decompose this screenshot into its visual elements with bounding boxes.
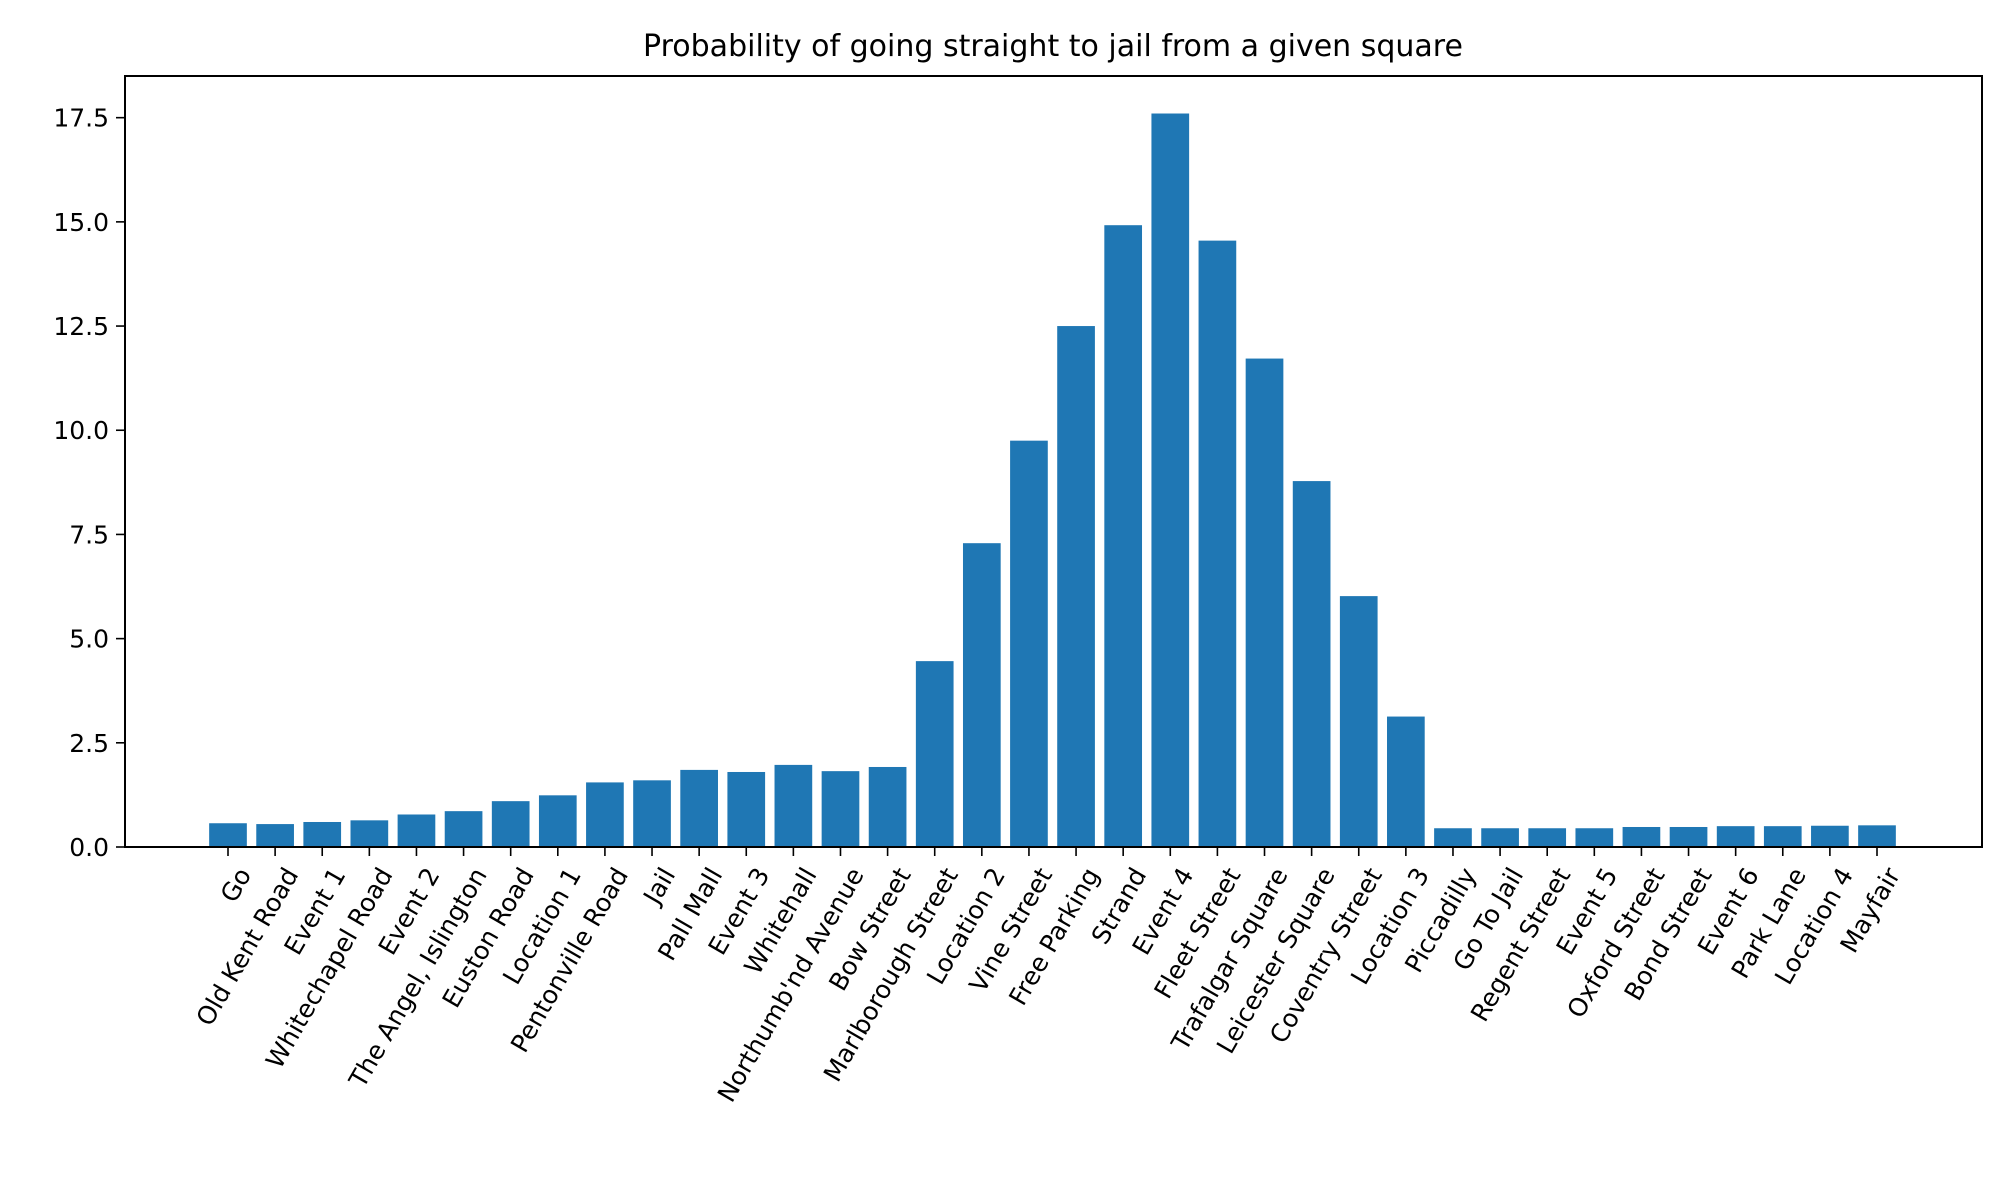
bar xyxy=(1434,828,1472,847)
bar xyxy=(727,771,766,847)
bar xyxy=(444,811,483,847)
y-tick-label: 2.5 xyxy=(69,729,109,758)
y-tick-label: 12.5 xyxy=(53,312,109,341)
bar xyxy=(1716,826,1755,847)
bar xyxy=(1763,826,1802,847)
bar xyxy=(821,771,860,847)
bar xyxy=(1010,440,1048,847)
y-tick-label: 17.5 xyxy=(53,104,109,133)
bar xyxy=(1858,825,1896,847)
bar xyxy=(303,821,342,847)
bar xyxy=(538,795,577,847)
bars-group xyxy=(209,113,1896,848)
y-tick-label: 15.0 xyxy=(53,208,109,237)
plot-frame xyxy=(124,75,1983,848)
bar xyxy=(586,782,624,847)
bar xyxy=(915,661,954,847)
bar xyxy=(209,823,247,847)
bar xyxy=(1339,596,1378,847)
bar xyxy=(1387,716,1425,847)
bar xyxy=(1292,481,1331,847)
x-tick-label: Jail xyxy=(637,863,681,911)
bar xyxy=(1622,826,1661,847)
chart-title: Probability of going straight to jail fr… xyxy=(643,29,1463,64)
bar xyxy=(1104,225,1143,847)
bar xyxy=(1669,826,1708,847)
bar xyxy=(774,764,813,847)
bar xyxy=(1198,240,1237,848)
bar xyxy=(1057,326,1095,847)
bar xyxy=(256,824,294,847)
x-tick-label: Go xyxy=(215,863,257,908)
bar xyxy=(1151,113,1190,847)
bar xyxy=(633,780,671,847)
bar xyxy=(350,820,389,847)
bar xyxy=(491,801,530,847)
y-axis: 0.0 2.5 5.0 7.5 10.0 12.5 15.0 17.5 xyxy=(53,104,125,862)
bar xyxy=(1528,828,1567,847)
bar xyxy=(1575,828,1614,847)
bar xyxy=(1245,358,1284,847)
y-tick-label: 10.0 xyxy=(53,416,109,445)
y-tick-label: 0.0 xyxy=(69,833,109,862)
bar xyxy=(397,814,436,847)
y-tick-label: 7.5 xyxy=(69,520,109,549)
bar xyxy=(868,766,907,847)
bar xyxy=(962,543,1001,847)
bar xyxy=(1811,825,1849,847)
bar xyxy=(680,769,718,847)
bar xyxy=(1481,828,1519,847)
y-tick-label: 5.0 xyxy=(69,625,109,654)
